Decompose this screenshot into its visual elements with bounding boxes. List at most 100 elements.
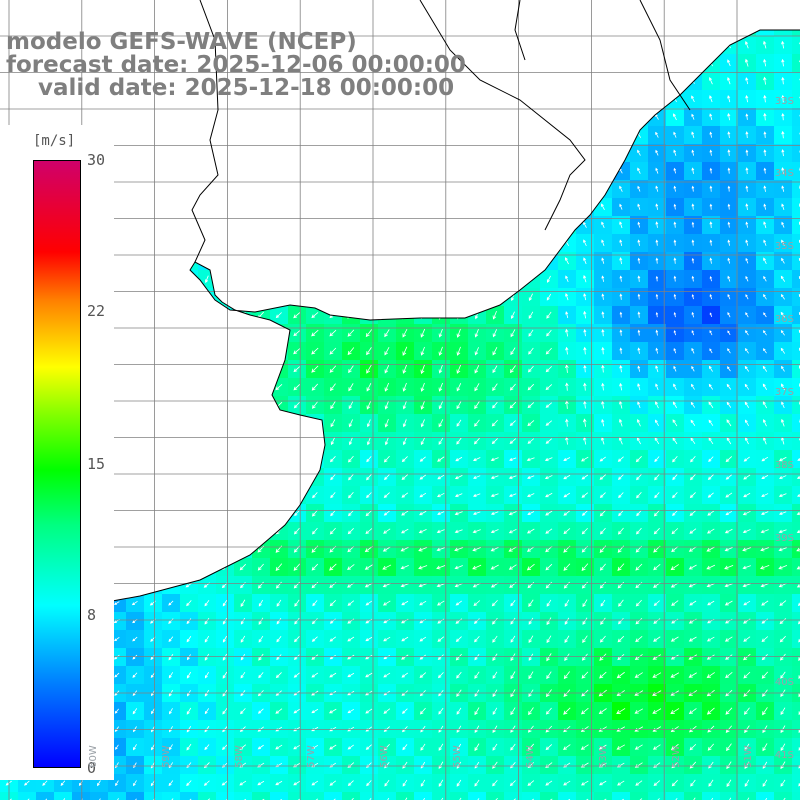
wind-arrow — [763, 94, 767, 103]
wind-cell — [702, 36, 720, 54]
wind-arrow — [673, 293, 677, 300]
wind-arrow — [456, 293, 461, 302]
wind-arrow — [420, 275, 426, 283]
wind-arrow — [636, 77, 642, 84]
wind-cell — [126, 378, 144, 396]
wind-arrow — [204, 384, 210, 391]
wind-arrow — [276, 276, 282, 283]
wind-cell — [792, 126, 800, 144]
wind-arrow — [294, 185, 299, 193]
wind-arrow — [384, 311, 390, 320]
wind-arrow — [132, 168, 138, 174]
wind-cell — [252, 270, 270, 288]
wind-arrow — [367, 6, 370, 12]
wind-arrow — [437, 186, 444, 192]
wind-arrow — [241, 221, 245, 229]
wind-arrow — [510, 203, 515, 211]
wind-arrow — [546, 329, 552, 337]
wind-cell — [450, 198, 468, 216]
wind-cell — [396, 306, 414, 324]
wind-arrow — [239, 510, 246, 516]
wind-arrow — [745, 257, 749, 264]
wind-arrow — [655, 275, 659, 282]
wind-arrow — [62, 6, 64, 12]
wind-cell — [648, 90, 666, 108]
wind-cell — [288, 198, 306, 216]
wind-cell — [270, 144, 288, 162]
wind-cell — [360, 0, 378, 18]
wind-cell — [630, 0, 648, 18]
wind-arrow — [311, 294, 319, 300]
wind-arrow — [151, 366, 155, 373]
wind-arrow — [114, 222, 120, 228]
wind-arrow — [763, 257, 767, 264]
wind-arrow — [527, 60, 534, 66]
wind-cell — [54, 108, 72, 126]
wind-arrow — [491, 42, 498, 48]
wind-arrow — [709, 95, 713, 103]
wind-cell — [126, 306, 144, 324]
wind-arrow — [257, 438, 264, 445]
wind-arrow — [600, 95, 606, 103]
wind-cell — [216, 468, 234, 486]
wind-cell — [558, 198, 576, 216]
wind-arrow — [727, 167, 731, 174]
wind-cell — [792, 540, 800, 558]
wind-arrow — [312, 437, 318, 445]
wind-arrow — [528, 131, 534, 139]
wind-cell — [612, 792, 630, 800]
wind-arrow — [600, 185, 605, 192]
wind-cell — [594, 72, 612, 90]
wind-cell — [792, 342, 800, 360]
wind-cell — [162, 0, 180, 18]
wind-cell — [234, 180, 252, 198]
wind-arrow — [186, 257, 191, 266]
wind-arrow — [240, 7, 245, 12]
wind-cell — [288, 450, 306, 468]
wind-cell — [396, 288, 414, 306]
wind-arrow — [745, 149, 749, 156]
wind-arrow — [185, 529, 193, 534]
wind-arrow — [473, 150, 480, 157]
wind-arrow — [131, 511, 138, 515]
wind-cell — [612, 36, 630, 54]
wind-arrow — [673, 167, 677, 174]
wind-cell — [450, 108, 468, 126]
wind-cell — [234, 288, 252, 306]
wind-cell — [720, 0, 738, 18]
wind-cell — [234, 0, 252, 18]
wind-arrow — [546, 95, 552, 103]
wind-cell — [378, 198, 396, 216]
wind-arrow — [221, 438, 228, 444]
wind-cell — [360, 270, 378, 288]
wind-arrow — [637, 221, 641, 228]
wind-cell — [162, 450, 180, 468]
wind-arrow — [691, 131, 695, 138]
wind-cell — [792, 594, 800, 612]
wind-cell — [180, 396, 198, 414]
wind-cell — [252, 486, 270, 504]
wind-arrow — [655, 6, 658, 12]
wind-arrow — [565, 293, 569, 301]
wind-arrow — [259, 149, 263, 157]
wind-arrow — [312, 131, 317, 140]
wind-arrow — [151, 383, 155, 391]
wind-cell — [162, 558, 180, 576]
wind-arrow — [546, 293, 552, 301]
wind-cell — [270, 504, 288, 522]
wind-arrow — [187, 204, 191, 211]
wind-arrow — [601, 6, 604, 13]
wind-arrow — [745, 275, 749, 282]
wind-arrow — [312, 419, 318, 427]
wind-arrow — [349, 6, 352, 13]
wind-cell — [486, 270, 504, 288]
wind-arrow — [294, 149, 299, 158]
wind-cell — [792, 270, 800, 288]
wind-arrow — [781, 6, 784, 13]
wind-cell — [162, 414, 180, 432]
wind-arrow — [167, 475, 175, 479]
wind-arrow — [637, 167, 641, 174]
wind-arrow — [114, 240, 120, 246]
wind-cell — [360, 144, 378, 162]
wind-cell — [450, 270, 468, 288]
